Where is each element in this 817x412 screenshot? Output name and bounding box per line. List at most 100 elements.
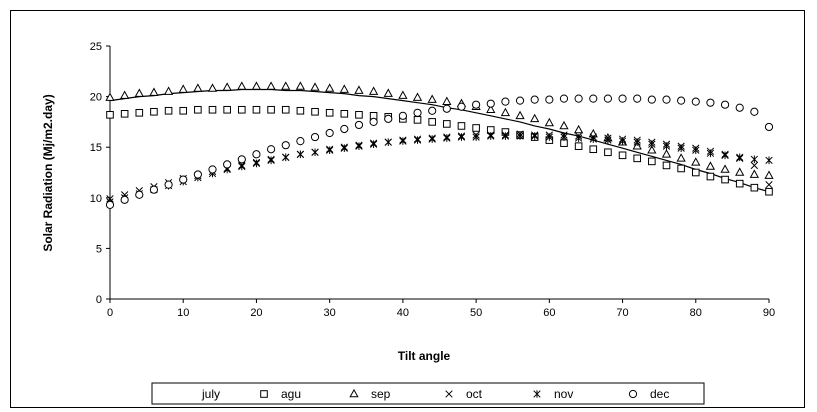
data-point-dec [369, 117, 378, 127]
series-dec [105, 94, 774, 209]
data-point-sep [281, 81, 291, 90]
x-tick-label: 60 [543, 307, 555, 319]
data-point-dec [384, 114, 393, 123]
data-point-agu [296, 106, 305, 115]
data-point-sep [222, 82, 232, 91]
data-point-sep [661, 149, 672, 158]
x-tick-label: 70 [616, 307, 628, 319]
data-point-dec [120, 195, 129, 204]
data-point-agu [120, 110, 129, 118]
data-point-dec [647, 95, 656, 104]
legend-item-sep: sep [349, 387, 391, 401]
data-point-nov [238, 162, 246, 171]
data-point-dec [764, 122, 774, 132]
data-point-sep [339, 84, 349, 93]
data-point-nov [618, 137, 627, 145]
data-point-sep [500, 107, 511, 117]
legend-marker [445, 390, 453, 398]
data-point-agu [164, 106, 173, 115]
data-point-dec [398, 111, 407, 120]
data-point-nov [413, 136, 422, 144]
data-point-sep [573, 124, 584, 134]
data-point-nov [574, 134, 583, 142]
legend-label: dec [650, 387, 669, 401]
data-point-agu [443, 120, 451, 128]
data-point-agu [223, 105, 231, 114]
data-point-nov [501, 132, 510, 140]
legend-item-nov: nov [533, 387, 573, 401]
data-point-sep [178, 84, 188, 93]
data-point-agu [150, 107, 158, 116]
data-point-nov [267, 156, 275, 165]
data-point-agu [135, 108, 144, 117]
data-point-sep [398, 90, 408, 99]
data-point-dec [706, 98, 715, 107]
data-point-sep [310, 82, 320, 91]
data-point-sep [749, 169, 760, 178]
data-point-sep [412, 92, 423, 101]
legend-label: nov [554, 387, 573, 401]
chart-frame [10, 10, 805, 408]
y-tick-label: 5 [96, 243, 102, 255]
data-point-sep [705, 161, 716, 170]
x-tick-label: 80 [690, 307, 702, 319]
legend-marker [628, 389, 638, 399]
data-point-nov [252, 159, 261, 168]
data-point-sep [691, 157, 701, 166]
series-nov [106, 132, 773, 206]
data-point-nov [457, 133, 466, 141]
data-point-nov [384, 138, 392, 146]
data-point-sep [354, 85, 364, 94]
data-point-dec [677, 96, 686, 105]
data-point-agu [691, 168, 700, 177]
legend-label: oct [466, 387, 483, 401]
data-point-nov [443, 134, 451, 142]
data-point-agu [194, 105, 202, 114]
data-point-agu [238, 105, 246, 114]
data-point-sep [515, 110, 525, 120]
data-point-agu [267, 105, 275, 114]
data-point-nov [296, 150, 305, 159]
x-tick-label: 40 [397, 307, 409, 319]
data-point-nov [487, 132, 495, 140]
data-point-agu [618, 151, 627, 160]
data-point-dec [354, 120, 364, 130]
series-line-july [109, 88, 770, 193]
data-point-nov [326, 146, 334, 155]
data-point-dec [530, 95, 539, 104]
data-point-agu [428, 118, 436, 126]
legend-item-dec: dec [628, 387, 669, 401]
data-point-dec [633, 94, 642, 103]
data-point-agu [208, 105, 217, 114]
data-point-sep [764, 170, 774, 179]
data-point-nov [282, 153, 290, 162]
data-point-sep [427, 94, 437, 103]
data-point-dec [486, 99, 495, 108]
data-point-nov [560, 133, 568, 141]
data-point-dec [589, 94, 598, 103]
x-tick-label: 50 [470, 307, 482, 319]
data-point-dec [149, 185, 159, 194]
data-point-dec [618, 94, 627, 103]
legend-marker [260, 390, 268, 398]
data-point-dec [662, 95, 671, 104]
data-point-agu [413, 116, 422, 124]
data-point-dec [296, 137, 305, 146]
data-point-sep [486, 104, 496, 114]
data-point-sep [735, 167, 745, 176]
data-point-agu [604, 148, 612, 157]
legend-item-july: july [186, 387, 220, 401]
data-point-nov [765, 156, 773, 165]
data-point-sep [237, 81, 247, 90]
data-point-agu [662, 161, 671, 170]
legend-marker [533, 390, 541, 398]
data-point-agu [574, 142, 583, 150]
legend-label: july [201, 387, 220, 401]
data-point-agu [750, 183, 759, 192]
data-point-agu [179, 106, 188, 115]
data-point-nov [399, 137, 407, 145]
data-point-sep [530, 113, 540, 123]
data-point-agu [252, 105, 261, 114]
x-tick-label: 10 [177, 307, 189, 319]
data-point-dec [340, 124, 349, 134]
